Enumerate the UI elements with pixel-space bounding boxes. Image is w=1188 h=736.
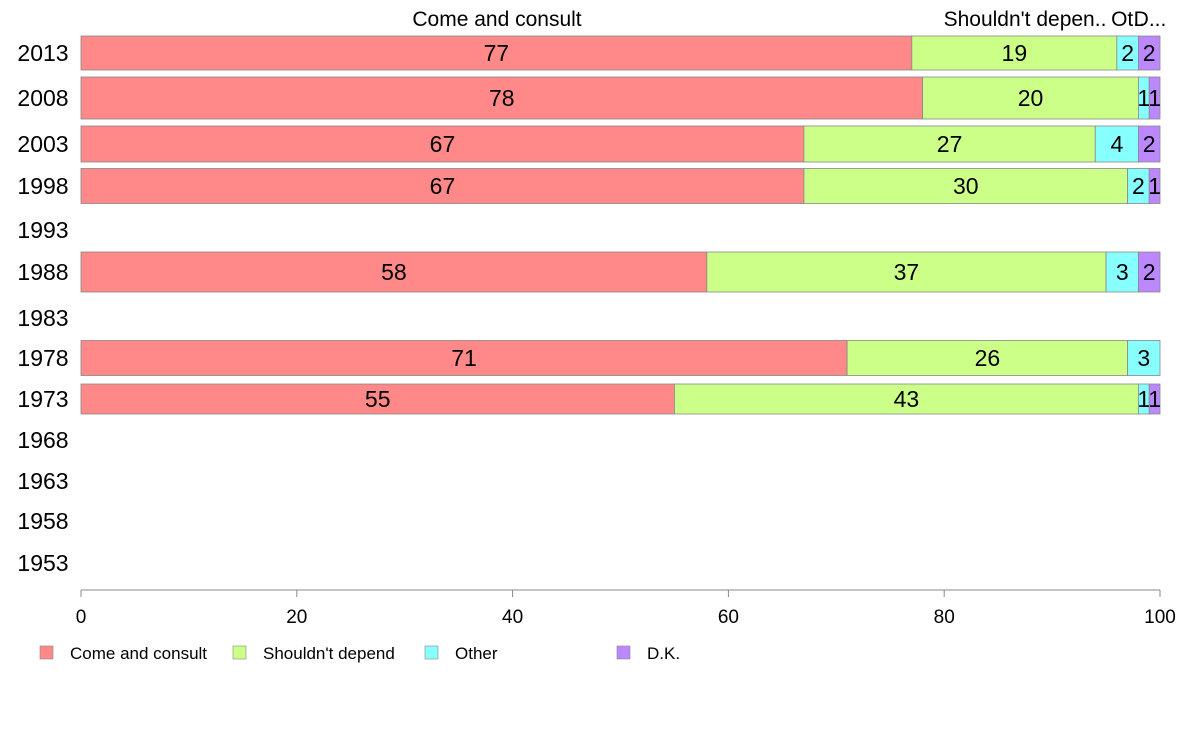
data-label-1978-series-2: 3 — [1137, 345, 1150, 371]
category-label-1973: 1973 — [17, 386, 68, 412]
legend-swatch-3 — [616, 645, 631, 660]
data-label-2008-series-1: 20 — [1018, 85, 1044, 111]
data-label-1998-series-0: 67 — [430, 173, 456, 199]
bar-2008-series-1 — [922, 76, 1139, 120]
category-label-2003: 2003 — [17, 131, 68, 157]
category-label-1978: 1978 — [17, 345, 68, 371]
x-tick-label-100: 100 — [1144, 607, 1176, 628]
legend-label-3: D.K. — [647, 644, 680, 663]
category-label-1953: 1953 — [17, 550, 68, 576]
top-label-3: D... — [1134, 8, 1167, 31]
x-tick-label-0: 0 — [76, 607, 87, 628]
top-label-1: Shouldn't depen.. — [944, 8, 1107, 31]
bar-2008-series-3 — [1148, 76, 1161, 120]
legend-swatch-2 — [424, 645, 439, 660]
category-label-2013: 2013 — [17, 40, 68, 66]
bar-2008-series-0 — [80, 76, 924, 120]
top-labels: Come and consult Shouldn't depen.. Ot..D..… — [412, 8, 1166, 31]
category-label-1983: 1983 — [17, 305, 68, 331]
bar-1988-series-1 — [706, 251, 1107, 293]
data-label-2013-series-3: 2 — [1143, 40, 1156, 66]
data-label-1988-series-2: 3 — [1116, 259, 1129, 285]
top-label-0: Come and consult — [412, 8, 581, 31]
category-label-1988: 1988 — [17, 259, 68, 285]
data-label-2003-series-3: 2 — [1143, 131, 1156, 157]
x-tick-label-80: 80 — [934, 607, 955, 628]
data-label-1973-series-3: 1 — [1148, 386, 1161, 412]
legend: Come and consult Shouldn't depend Other D.K… — [39, 644, 680, 663]
data-label-2008-series-2: 1 — [1137, 85, 1150, 111]
x-axis: 0 20 40 60 80 100 — [76, 589, 1176, 628]
data-label-2013-series-1: 19 — [1002, 40, 1028, 66]
bar-1978-series-1 — [846, 340, 1129, 376]
data-label-1973-series-1: 43 — [894, 386, 920, 412]
category-label-1968: 1968 — [17, 427, 68, 453]
bar-1973-series-3 — [1148, 383, 1161, 415]
x-tick-label-20: 20 — [286, 607, 307, 628]
legend-swatch-0 — [39, 645, 54, 660]
data-label-2003-series-0: 67 — [430, 131, 456, 157]
bar-1978-series-2 — [1127, 340, 1161, 376]
data-label-1973-series-2: 1 — [1137, 386, 1150, 412]
top-label-2: Ot.. — [1111, 8, 1145, 31]
data-label-1988-series-0: 58 — [381, 259, 407, 285]
category-label-1993: 1993 — [17, 217, 68, 243]
bar-1988-series-3 — [1138, 251, 1161, 293]
data-label-1998-series-3: 1 — [1148, 173, 1161, 199]
data-label-1978-series-1: 26 — [975, 345, 1001, 371]
category-label-1963: 1963 — [17, 468, 68, 494]
data-label-1973-series-0: 55 — [365, 386, 391, 412]
bar-2003-series-3 — [1138, 125, 1161, 163]
data-label-1988-series-1: 37 — [894, 259, 920, 285]
data-label-2003-series-1: 27 — [937, 131, 963, 157]
data-label-1998-series-1: 30 — [953, 173, 979, 199]
bar-1998-series-3 — [1148, 168, 1161, 204]
data-label-1978-series-0: 71 — [451, 345, 477, 371]
legend-label-0: Come and consult — [70, 644, 207, 663]
data-label-1998-series-2: 2 — [1132, 173, 1145, 199]
x-tick-label-40: 40 — [502, 607, 523, 628]
bar-1973-series-1 — [674, 383, 1139, 415]
category-label-1998: 1998 — [17, 173, 68, 199]
data-label-2008-series-0: 78 — [489, 85, 515, 111]
bar-1978-series-0 — [80, 340, 848, 376]
bar-2003-series-2 — [1094, 125, 1139, 163]
bar-2013-series-1 — [911, 35, 1118, 71]
data-label-1988-series-3: 2 — [1143, 259, 1156, 285]
data-label-2013-series-2: 2 — [1121, 40, 1134, 66]
legend-swatch-1 — [232, 645, 247, 660]
legend-label-2: Other — [455, 644, 498, 663]
data-label-2008-series-3: 1 — [1148, 85, 1161, 111]
data-label-2013-series-0: 77 — [484, 40, 510, 66]
bar-1988-series-2 — [1105, 251, 1139, 293]
data-label-2003-series-2: 4 — [1110, 131, 1123, 157]
legend-label-1: Shouldn't depend — [263, 644, 395, 663]
x-tick-label-60: 60 — [718, 607, 739, 628]
category-label-2008: 2008 — [17, 85, 68, 111]
category-label-1958: 1958 — [17, 508, 68, 534]
category-labels: 2013 2008 2003 1998 1993 1988 1983 1978 1973 1968… — [17, 40, 68, 576]
bar-1988-series-0 — [80, 251, 708, 293]
bar-1998-series-1 — [803, 168, 1129, 204]
bar-2013-series-3 — [1138, 35, 1161, 71]
